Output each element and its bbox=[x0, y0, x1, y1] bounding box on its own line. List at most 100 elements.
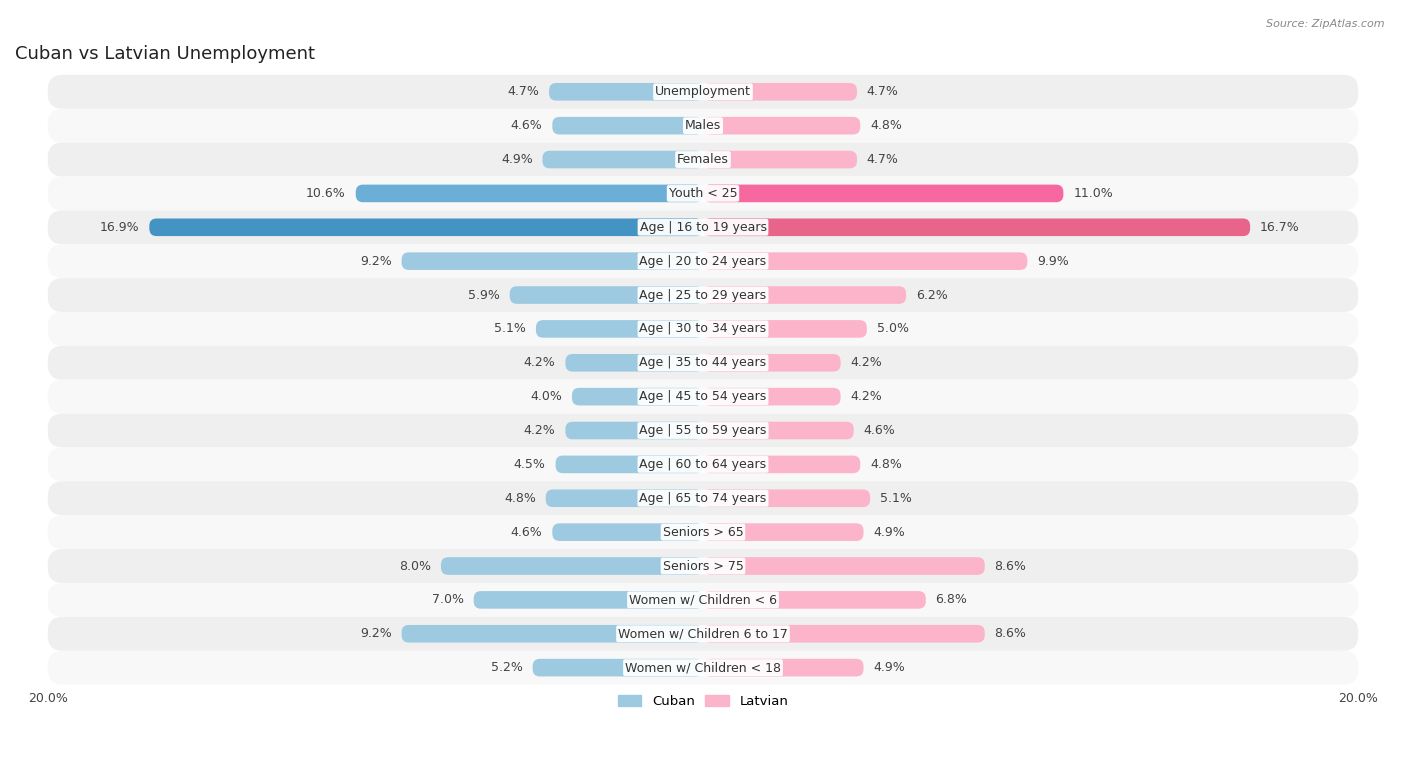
FancyBboxPatch shape bbox=[48, 346, 1358, 380]
FancyBboxPatch shape bbox=[703, 151, 858, 168]
Text: Source: ZipAtlas.com: Source: ZipAtlas.com bbox=[1267, 19, 1385, 29]
FancyBboxPatch shape bbox=[402, 625, 703, 643]
FancyBboxPatch shape bbox=[703, 252, 1028, 270]
Text: Age | 20 to 24 years: Age | 20 to 24 years bbox=[640, 254, 766, 268]
FancyBboxPatch shape bbox=[703, 456, 860, 473]
FancyBboxPatch shape bbox=[572, 388, 703, 406]
FancyBboxPatch shape bbox=[703, 83, 858, 101]
FancyBboxPatch shape bbox=[703, 219, 1250, 236]
FancyBboxPatch shape bbox=[474, 591, 703, 609]
Text: 4.7%: 4.7% bbox=[868, 86, 898, 98]
Text: 4.8%: 4.8% bbox=[870, 458, 903, 471]
Text: 5.2%: 5.2% bbox=[491, 661, 523, 674]
FancyBboxPatch shape bbox=[703, 185, 1063, 202]
Text: Youth < 25: Youth < 25 bbox=[669, 187, 737, 200]
Text: Males: Males bbox=[685, 119, 721, 132]
Text: Age | 60 to 64 years: Age | 60 to 64 years bbox=[640, 458, 766, 471]
FancyBboxPatch shape bbox=[48, 413, 1358, 447]
FancyBboxPatch shape bbox=[703, 354, 841, 372]
FancyBboxPatch shape bbox=[553, 117, 703, 135]
FancyBboxPatch shape bbox=[565, 354, 703, 372]
FancyBboxPatch shape bbox=[48, 278, 1358, 312]
FancyBboxPatch shape bbox=[48, 380, 1358, 413]
Text: Age | 65 to 74 years: Age | 65 to 74 years bbox=[640, 492, 766, 505]
Text: 5.1%: 5.1% bbox=[880, 492, 911, 505]
Text: 9.9%: 9.9% bbox=[1038, 254, 1069, 268]
FancyBboxPatch shape bbox=[48, 245, 1358, 278]
FancyBboxPatch shape bbox=[48, 109, 1358, 142]
Text: 4.2%: 4.2% bbox=[524, 357, 555, 369]
Text: Age | 25 to 29 years: Age | 25 to 29 years bbox=[640, 288, 766, 301]
Text: 4.2%: 4.2% bbox=[851, 390, 882, 403]
Text: 4.5%: 4.5% bbox=[513, 458, 546, 471]
Text: 16.7%: 16.7% bbox=[1260, 221, 1299, 234]
FancyBboxPatch shape bbox=[703, 557, 984, 575]
FancyBboxPatch shape bbox=[441, 557, 703, 575]
Text: 7.0%: 7.0% bbox=[432, 593, 464, 606]
FancyBboxPatch shape bbox=[703, 591, 925, 609]
FancyBboxPatch shape bbox=[48, 447, 1358, 481]
FancyBboxPatch shape bbox=[703, 388, 841, 406]
FancyBboxPatch shape bbox=[548, 83, 703, 101]
FancyBboxPatch shape bbox=[703, 117, 860, 135]
Text: 4.8%: 4.8% bbox=[503, 492, 536, 505]
Text: 4.7%: 4.7% bbox=[868, 153, 898, 166]
FancyBboxPatch shape bbox=[703, 286, 905, 304]
Text: 4.6%: 4.6% bbox=[863, 424, 896, 437]
FancyBboxPatch shape bbox=[48, 481, 1358, 516]
FancyBboxPatch shape bbox=[48, 549, 1358, 583]
Text: Age | 16 to 19 years: Age | 16 to 19 years bbox=[640, 221, 766, 234]
FancyBboxPatch shape bbox=[703, 523, 863, 541]
Text: 4.8%: 4.8% bbox=[870, 119, 903, 132]
Text: 11.0%: 11.0% bbox=[1073, 187, 1114, 200]
Text: 4.7%: 4.7% bbox=[508, 86, 538, 98]
Text: 8.0%: 8.0% bbox=[399, 559, 432, 572]
Text: 4.2%: 4.2% bbox=[851, 357, 882, 369]
Text: 16.9%: 16.9% bbox=[100, 221, 139, 234]
Text: 6.8%: 6.8% bbox=[935, 593, 967, 606]
Text: 8.6%: 8.6% bbox=[994, 559, 1026, 572]
FancyBboxPatch shape bbox=[703, 659, 863, 677]
FancyBboxPatch shape bbox=[48, 210, 1358, 245]
FancyBboxPatch shape bbox=[533, 659, 703, 677]
FancyBboxPatch shape bbox=[48, 142, 1358, 176]
Text: 9.2%: 9.2% bbox=[360, 254, 392, 268]
Text: 4.0%: 4.0% bbox=[530, 390, 562, 403]
FancyBboxPatch shape bbox=[703, 422, 853, 439]
FancyBboxPatch shape bbox=[555, 456, 703, 473]
FancyBboxPatch shape bbox=[149, 219, 703, 236]
Text: Seniors > 75: Seniors > 75 bbox=[662, 559, 744, 572]
Text: 8.6%: 8.6% bbox=[994, 628, 1026, 640]
Text: 4.9%: 4.9% bbox=[873, 525, 905, 539]
FancyBboxPatch shape bbox=[48, 583, 1358, 617]
Text: Seniors > 65: Seniors > 65 bbox=[662, 525, 744, 539]
Text: 4.6%: 4.6% bbox=[510, 119, 543, 132]
Text: Age | 35 to 44 years: Age | 35 to 44 years bbox=[640, 357, 766, 369]
FancyBboxPatch shape bbox=[703, 625, 984, 643]
Text: Cuban vs Latvian Unemployment: Cuban vs Latvian Unemployment bbox=[15, 45, 315, 64]
Text: Unemployment: Unemployment bbox=[655, 86, 751, 98]
Text: Females: Females bbox=[678, 153, 728, 166]
FancyBboxPatch shape bbox=[48, 651, 1358, 684]
FancyBboxPatch shape bbox=[703, 320, 868, 338]
FancyBboxPatch shape bbox=[536, 320, 703, 338]
Text: 4.2%: 4.2% bbox=[524, 424, 555, 437]
Legend: Cuban, Latvian: Cuban, Latvian bbox=[612, 690, 794, 713]
Text: 4.6%: 4.6% bbox=[510, 525, 543, 539]
Text: 6.2%: 6.2% bbox=[915, 288, 948, 301]
FancyBboxPatch shape bbox=[553, 523, 703, 541]
Text: 4.9%: 4.9% bbox=[873, 661, 905, 674]
Text: Age | 45 to 54 years: Age | 45 to 54 years bbox=[640, 390, 766, 403]
Text: Age | 30 to 34 years: Age | 30 to 34 years bbox=[640, 322, 766, 335]
FancyBboxPatch shape bbox=[546, 490, 703, 507]
FancyBboxPatch shape bbox=[48, 312, 1358, 346]
Text: Women w/ Children < 6: Women w/ Children < 6 bbox=[628, 593, 778, 606]
Text: 5.9%: 5.9% bbox=[468, 288, 501, 301]
FancyBboxPatch shape bbox=[402, 252, 703, 270]
FancyBboxPatch shape bbox=[48, 75, 1358, 109]
FancyBboxPatch shape bbox=[48, 617, 1358, 651]
Text: 9.2%: 9.2% bbox=[360, 628, 392, 640]
Text: 5.0%: 5.0% bbox=[876, 322, 908, 335]
Text: 4.9%: 4.9% bbox=[501, 153, 533, 166]
Text: Age | 55 to 59 years: Age | 55 to 59 years bbox=[640, 424, 766, 437]
